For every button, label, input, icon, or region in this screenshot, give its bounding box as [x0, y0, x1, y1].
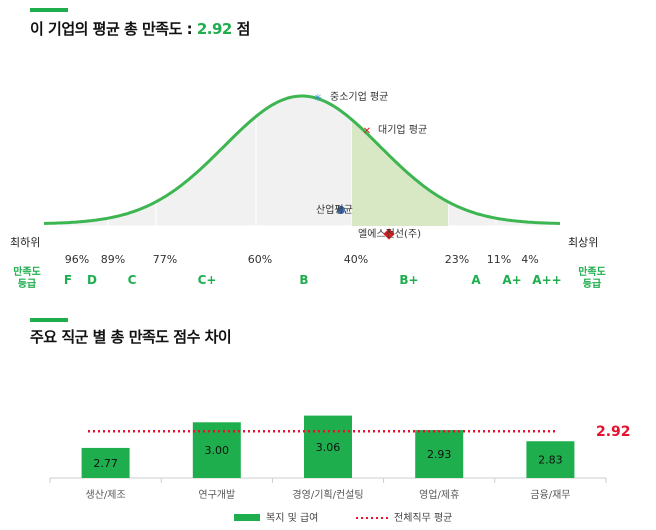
grade-label: D — [87, 273, 97, 287]
bar — [81, 447, 130, 478]
category-label: 영업/제휴 — [419, 488, 459, 501]
legend-line-label: 전체직무 평균 — [394, 512, 452, 524]
bar-value-label: 2.83 — [538, 454, 563, 467]
category-label: 경영/기획/컨설팅 — [292, 488, 363, 501]
percentile-label: 89% — [101, 253, 125, 266]
legend: 복지 및 급여 전체직무 평균 — [234, 512, 452, 524]
right-grade-caption: 등급 — [583, 278, 601, 290]
left-grade-caption: 등급 — [18, 278, 36, 290]
percentile-label: 23% — [445, 253, 469, 266]
percentile-label: 96% — [65, 253, 89, 266]
grade-labels: F D C C+ B B+ A A+ A++ — [64, 273, 562, 287]
distribution-curve — [43, 94, 561, 225]
average-line-group: 2.92 — [88, 424, 631, 440]
title-score: 2.92 — [196, 20, 233, 38]
sme-average-marker: ✳ — [314, 93, 322, 104]
grade-label: A++ — [532, 273, 561, 287]
bar — [415, 430, 464, 478]
grade-label: F — [64, 273, 72, 287]
company-marker — [383, 228, 395, 240]
category-label: 생산/제조 — [86, 489, 126, 501]
industry-average-marker — [337, 206, 345, 214]
grade-label: C — [128, 273, 137, 287]
percentile-label: 77% — [153, 253, 177, 266]
bar-value-label: 3.06 — [316, 441, 341, 454]
left-end-label: 최하위 — [10, 235, 40, 249]
satisfaction-title: 이 기업의 평균 총 만족도 : 2.92 점 — [30, 18, 250, 39]
bar — [526, 441, 575, 478]
percentile-label: 4% — [521, 253, 538, 266]
category-label: 연구개발 — [198, 489, 235, 501]
bar — [304, 415, 352, 478]
bar — [192, 422, 241, 478]
left-grade-caption: 만족도 — [13, 265, 41, 278]
grade-label: B+ — [399, 273, 418, 287]
right-grade-caption: 만족도 — [578, 265, 606, 278]
large-company-marker: ✕ — [363, 126, 371, 137]
marker-label: 대기업 평균 — [378, 123, 427, 136]
grade-label: C+ — [198, 273, 217, 287]
percentile-bands — [44, 60, 561, 227]
average-value-label: 2.92 — [596, 424, 631, 440]
grade-label: A — [471, 273, 481, 287]
grade-label: B — [299, 273, 308, 287]
percentile-label: 60% — [248, 253, 272, 266]
marker-label: 엘에스전선(주) — [358, 227, 421, 240]
percentile-band — [255, 89, 353, 227]
percentile-label: 11% — [487, 253, 511, 266]
marker-label: 중소기업 평균 — [330, 90, 388, 103]
percentile-label: 40% — [344, 253, 368, 266]
bar-value-label: 2.93 — [427, 448, 452, 461]
category-label: 금융/재무 — [530, 489, 570, 501]
right-end-label: 최상위 — [568, 236, 598, 249]
title-prefix: 이 기업의 평균 총 만족도 : — [30, 20, 197, 38]
grade-label: A+ — [502, 273, 521, 287]
job-group-title: 주요 직군 별 총 만족도 점수 차이 — [30, 328, 232, 346]
bar-value-label: 3.00 — [205, 444, 230, 457]
title-suffix: 점 — [231, 20, 251, 38]
percentile-labels: 96% 89% 77% 60% 40% 23% 11% 4% — [65, 253, 539, 266]
bar-value-label: 2.77 — [93, 457, 118, 470]
bar-chart: 2.77 3.00 3.06 2.93 2.83 2.92 생산/제조 연구개발 경영/기획… — [49, 415, 631, 524]
bar-series: 2.77 3.00 3.06 2.93 2.83 — [81, 415, 575, 478]
bar-chart-axes — [49, 477, 607, 483]
legend-bar-label: 복지 및 급여 — [266, 512, 318, 524]
curve-mask — [44, 60, 561, 224]
section1-accent-bar — [30, 8, 68, 12]
marker-label: 산업평균 — [316, 203, 353, 216]
section2-accent-bar — [30, 318, 68, 322]
highlight-area — [352, 119, 448, 226]
category-labels: 생산/제조 연구개발 경영/기획/컨설팅 영업/제휴 금융/재무 — [86, 488, 571, 501]
legend-bar-swatch — [234, 514, 260, 521]
